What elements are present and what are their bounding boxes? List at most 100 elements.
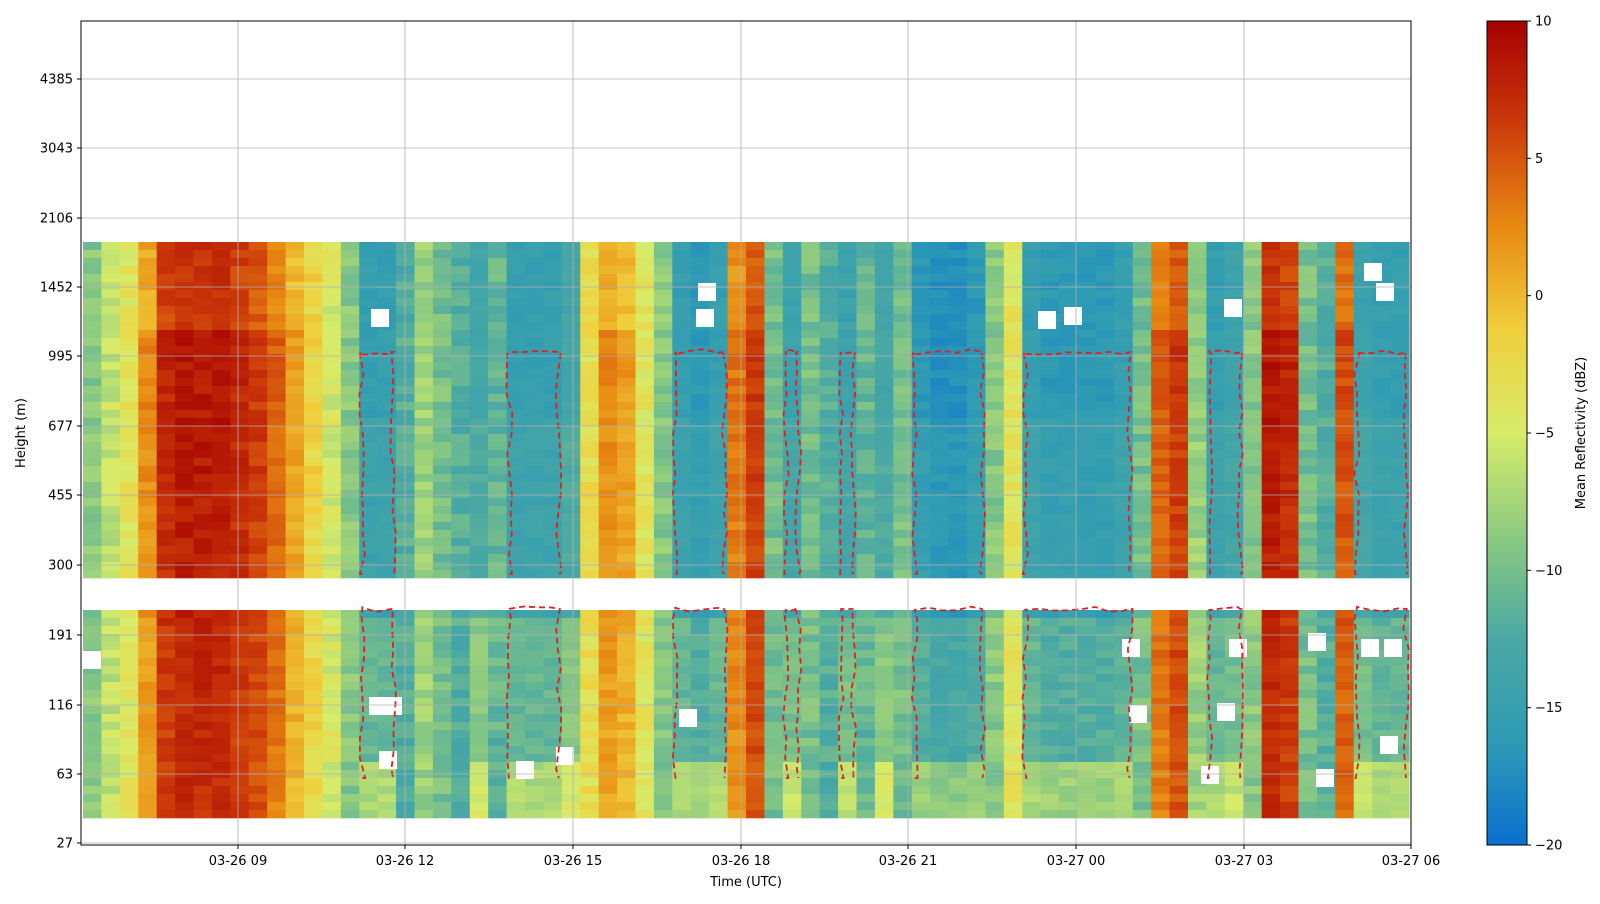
heatmap-cell — [1170, 250, 1189, 258]
heatmap-cell — [101, 266, 120, 274]
heatmap-cell — [985, 426, 1004, 434]
heatmap-cell — [1262, 658, 1281, 666]
heatmap-cell — [525, 386, 544, 394]
heatmap-cell — [654, 370, 673, 378]
heatmap-cell — [1096, 258, 1115, 266]
heatmap-cell — [433, 706, 452, 714]
heatmap-cell — [322, 514, 341, 522]
heatmap-cell — [120, 714, 139, 722]
heatmap-cell — [580, 722, 599, 730]
heatmap-cell — [101, 354, 120, 362]
heatmap-cell — [893, 410, 912, 418]
heatmap-cell — [286, 746, 305, 754]
heatmap-cell — [286, 706, 305, 714]
heatmap-cell — [1243, 274, 1262, 282]
heatmap-cell — [1372, 314, 1391, 322]
heatmap-cell — [893, 610, 912, 618]
heatmap-cell — [415, 330, 434, 338]
heatmap-cell — [396, 562, 415, 570]
heatmap-cell — [893, 762, 912, 770]
heatmap-cell — [341, 306, 360, 314]
heatmap-cell — [1391, 658, 1410, 666]
heatmap-cell — [157, 754, 176, 762]
heatmap-cell — [267, 802, 286, 810]
heatmap-cell — [341, 346, 360, 354]
heatmap-cell — [1372, 442, 1391, 450]
heatmap-cell — [120, 690, 139, 698]
heatmap-cell — [820, 778, 839, 786]
heatmap-cell — [488, 754, 507, 762]
heatmap-cell — [820, 402, 839, 410]
heatmap-cell — [433, 298, 452, 306]
heatmap-cell — [654, 810, 673, 818]
heatmap-cell — [1280, 650, 1299, 658]
heatmap-cell — [543, 370, 562, 378]
heatmap-cell — [1078, 506, 1097, 514]
heatmap-cell — [801, 642, 820, 650]
heatmap-cell — [636, 546, 655, 554]
heatmap-cell — [1354, 338, 1373, 346]
heatmap-cell — [764, 690, 783, 698]
heatmap-cell — [580, 346, 599, 354]
heatmap-cell — [396, 570, 415, 578]
heatmap-cell — [415, 314, 434, 322]
heatmap-cell — [1059, 450, 1078, 458]
heatmap-cell — [507, 714, 526, 722]
heatmap-cell — [1151, 746, 1170, 754]
heatmap-cell — [1372, 458, 1391, 466]
heatmap-cell — [396, 474, 415, 482]
heatmap-cell — [1262, 722, 1281, 730]
heatmap-cell — [175, 450, 194, 458]
heatmap-cell — [617, 554, 636, 562]
heatmap-cell — [1022, 530, 1041, 538]
heatmap-cell — [857, 434, 876, 442]
heatmap-cell — [341, 794, 360, 802]
heatmap-cell — [1280, 450, 1299, 458]
heatmap-cell — [157, 730, 176, 738]
heatmap-cell — [230, 402, 249, 410]
heatmap-cell — [507, 378, 526, 386]
heatmap-cell — [415, 778, 434, 786]
heatmap-cell — [101, 498, 120, 506]
heatmap-cell — [1391, 666, 1410, 674]
heatmap-cell — [433, 802, 452, 810]
heatmap-cell — [378, 530, 397, 538]
heatmap-cell — [212, 410, 231, 418]
heatmap-cell — [654, 442, 673, 450]
heatmap-cell — [1354, 506, 1373, 514]
heatmap-cell — [930, 642, 949, 650]
heatmap-cell — [1225, 426, 1244, 434]
heatmap-cell — [672, 322, 691, 330]
heatmap-cell — [801, 426, 820, 434]
heatmap-cell — [194, 322, 213, 330]
heatmap-cell — [709, 514, 728, 522]
heatmap-cell — [543, 722, 562, 730]
heatmap-cell — [1096, 450, 1115, 458]
heatmap-cell — [378, 266, 397, 274]
heatmap-cell — [378, 458, 397, 466]
heatmap-cell — [1170, 802, 1189, 810]
heatmap-cell — [415, 450, 434, 458]
heatmap-cell — [1004, 298, 1023, 306]
heatmap-cell — [1243, 338, 1262, 346]
heatmap-cell — [157, 538, 176, 546]
heatmap-cell — [194, 394, 213, 402]
heatmap-cell — [801, 418, 820, 426]
heatmap-cell — [212, 482, 231, 490]
heatmap-cell — [1243, 730, 1262, 738]
heatmap-cell — [636, 282, 655, 290]
heatmap-cell — [875, 394, 894, 402]
heatmap-cell — [599, 506, 618, 514]
heatmap-cell — [470, 618, 489, 626]
heatmap-cell — [1280, 730, 1299, 738]
heatmap-cell — [1354, 722, 1373, 730]
heatmap-cell — [617, 290, 636, 298]
heatmap-cell — [249, 618, 268, 626]
heatmap-cell — [157, 346, 176, 354]
heatmap-cell — [746, 434, 765, 442]
heatmap-cell — [525, 282, 544, 290]
heatmap-cell — [1317, 514, 1336, 522]
heatmap-cell — [341, 514, 360, 522]
heatmap-cell — [543, 402, 562, 410]
heatmap-cell — [286, 546, 305, 554]
